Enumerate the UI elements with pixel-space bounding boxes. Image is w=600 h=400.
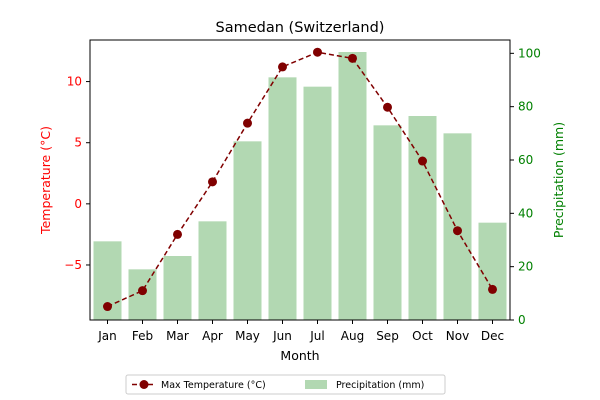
precipitation-bar [233,141,262,320]
right-tick-label: 40 [518,206,533,220]
temperature-point [453,226,462,236]
temperature-point [383,102,392,112]
x-axis-label: Month [280,348,319,363]
precipitation-bar [268,77,297,320]
legend-bar-swatch [305,380,327,389]
plot-frame [89,39,511,321]
temperature-point [313,47,322,57]
x-axis-ticks: Jan Feb Mar Apr May Jun Jul Aug Sep Oct Nov Dec [97,320,504,343]
x-tick-label: Jun [272,329,292,343]
precipitation-bar [338,52,367,320]
left-tick-label: 10 [67,75,82,89]
legend-frame [125,374,446,395]
x-tick-label: Jul [309,329,324,343]
x-tick-label: Sep [376,329,399,343]
temperature-point [348,53,357,63]
temperature-line [107,51,494,308]
x-tick-label: Dec [481,329,504,343]
temperature-point [243,118,252,128]
legend-line-marker [139,380,149,389]
x-tick-label: Oct [412,329,433,343]
temperature-point [103,302,112,312]
precipitation-bar [198,221,227,320]
temperature-point [138,286,147,296]
right-tick-label: 80 [518,100,533,114]
temperature-point [278,62,287,72]
right-tick-label: 20 [518,260,533,274]
left-tick-label: 5 [74,136,82,150]
precipitation-bar [478,222,507,320]
right-tick-label: 60 [518,153,533,167]
x-tick-label: May [235,329,260,343]
temperature-point [208,177,217,187]
precipitation-bar [303,86,332,321]
precipitation-bar [163,256,192,320]
temperature-line-layer [103,47,497,312]
legend: Max Temperature (°C) Precipitation (mm) [125,374,446,395]
x-tick-label: Feb [132,329,153,343]
right-axis-label: Precipitation (mm) [551,122,566,238]
temperature-point [418,156,427,166]
right-axis-ticks: 0 20 40 60 80 100 [510,46,541,327]
temperature-point [173,229,182,239]
x-tick-label: Apr [202,329,223,343]
left-axis-label: Temperature (°C) [38,126,53,235]
left-tick-label: 0 [74,197,82,211]
left-axis-ticks: −5 0 5 10 [64,75,90,272]
x-tick-label: Jan [97,329,117,343]
x-tick-label: Aug [341,329,364,343]
temperature-point [488,284,497,294]
x-tick-label: Nov [446,329,469,343]
precipitation-bars [93,52,507,321]
chart-title: Samedan (Switzerland) [216,20,385,36]
x-tick-label: Mar [166,329,189,343]
left-tick-label: −5 [64,258,82,272]
legend-label-precipitation: Precipitation (mm) [336,380,424,391]
right-tick-label: 100 [518,46,541,60]
right-tick-label: 0 [518,313,526,327]
legend-label-temperature: Max Temperature (°C) [161,380,266,391]
precipitation-bar [373,125,402,320]
precipitation-bar [408,116,437,320]
